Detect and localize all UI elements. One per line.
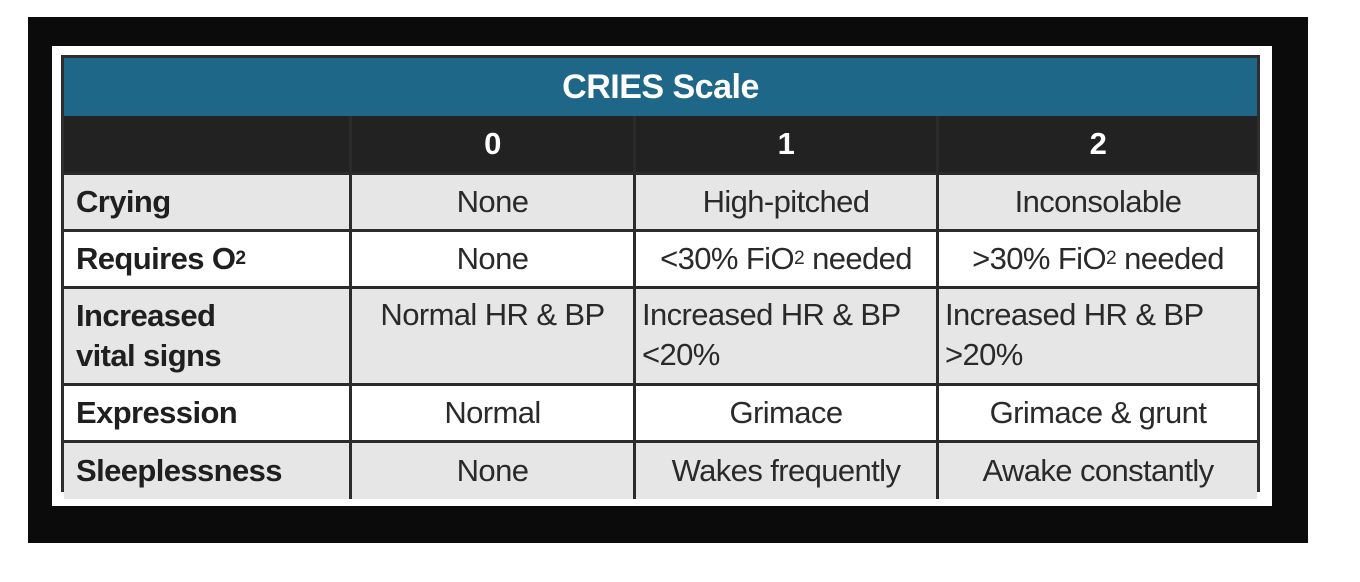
cries-scale-table: CRIES Scale 0 1 2 Crying None High-pitch… xyxy=(61,55,1260,499)
cell-line-2: <20% xyxy=(642,337,720,373)
cell-line-2: >20% xyxy=(945,337,1023,373)
cell-text-post: needed xyxy=(804,240,912,276)
cell-crying-2: Inconsolable xyxy=(939,175,1257,229)
cell-text-pre: <30% FiO xyxy=(660,240,795,276)
cell-sleeplessness-2: Awake constantly xyxy=(939,443,1257,499)
cell-expression-2: Grimace & grunt xyxy=(939,386,1257,440)
table-grid: 0 1 2 Crying None High-pitched Inconsola… xyxy=(64,116,1257,499)
cell-line-1: Increased HR & BP xyxy=(642,297,901,332)
cell-text-post: needed xyxy=(1116,240,1224,276)
header-cell-score-1: 1 xyxy=(636,116,936,172)
label-text: Requires O xyxy=(76,240,236,276)
row-label-expression: Expression xyxy=(64,386,349,440)
cell-requires-o2-1: <30% FiO 2 needed xyxy=(636,232,936,286)
cell-crying-1: High-pitched xyxy=(636,175,936,229)
header-cell-score-2: 2 xyxy=(939,116,1257,172)
row-label-increased-vital-signs: Increased vital signs xyxy=(64,289,349,383)
header-cell-empty xyxy=(64,116,349,172)
cell-line-1: Increased HR & BP xyxy=(945,297,1204,332)
cell-sleeplessness-1: Wakes frequently xyxy=(636,443,936,499)
table-title: CRIES Scale xyxy=(64,58,1257,116)
cell-vital-signs-1: Increased HR & BP <20% xyxy=(636,289,936,383)
cell-crying-0: None xyxy=(352,175,633,229)
row-label-sleeplessness: Sleeplessness xyxy=(64,443,349,499)
cell-sleeplessness-0: None xyxy=(352,443,633,499)
cell-vital-signs-0: Normal HR & BP xyxy=(352,289,633,383)
row-label-crying: Crying xyxy=(64,175,349,229)
cell-expression-1: Grimace xyxy=(636,386,936,440)
cell-requires-o2-0: None xyxy=(352,232,633,286)
label-line-2: vital signs xyxy=(76,338,222,373)
cell-vital-signs-2: Increased HR & BP >20% xyxy=(939,289,1257,383)
header-cell-score-0: 0 xyxy=(352,116,633,172)
label-line-1: Increased xyxy=(76,297,216,333)
cell-requires-o2-2: >30% FiO 2 needed xyxy=(939,232,1257,286)
cell-expression-0: Normal xyxy=(352,386,633,440)
cell-text-pre: >30% FiO xyxy=(972,240,1107,276)
